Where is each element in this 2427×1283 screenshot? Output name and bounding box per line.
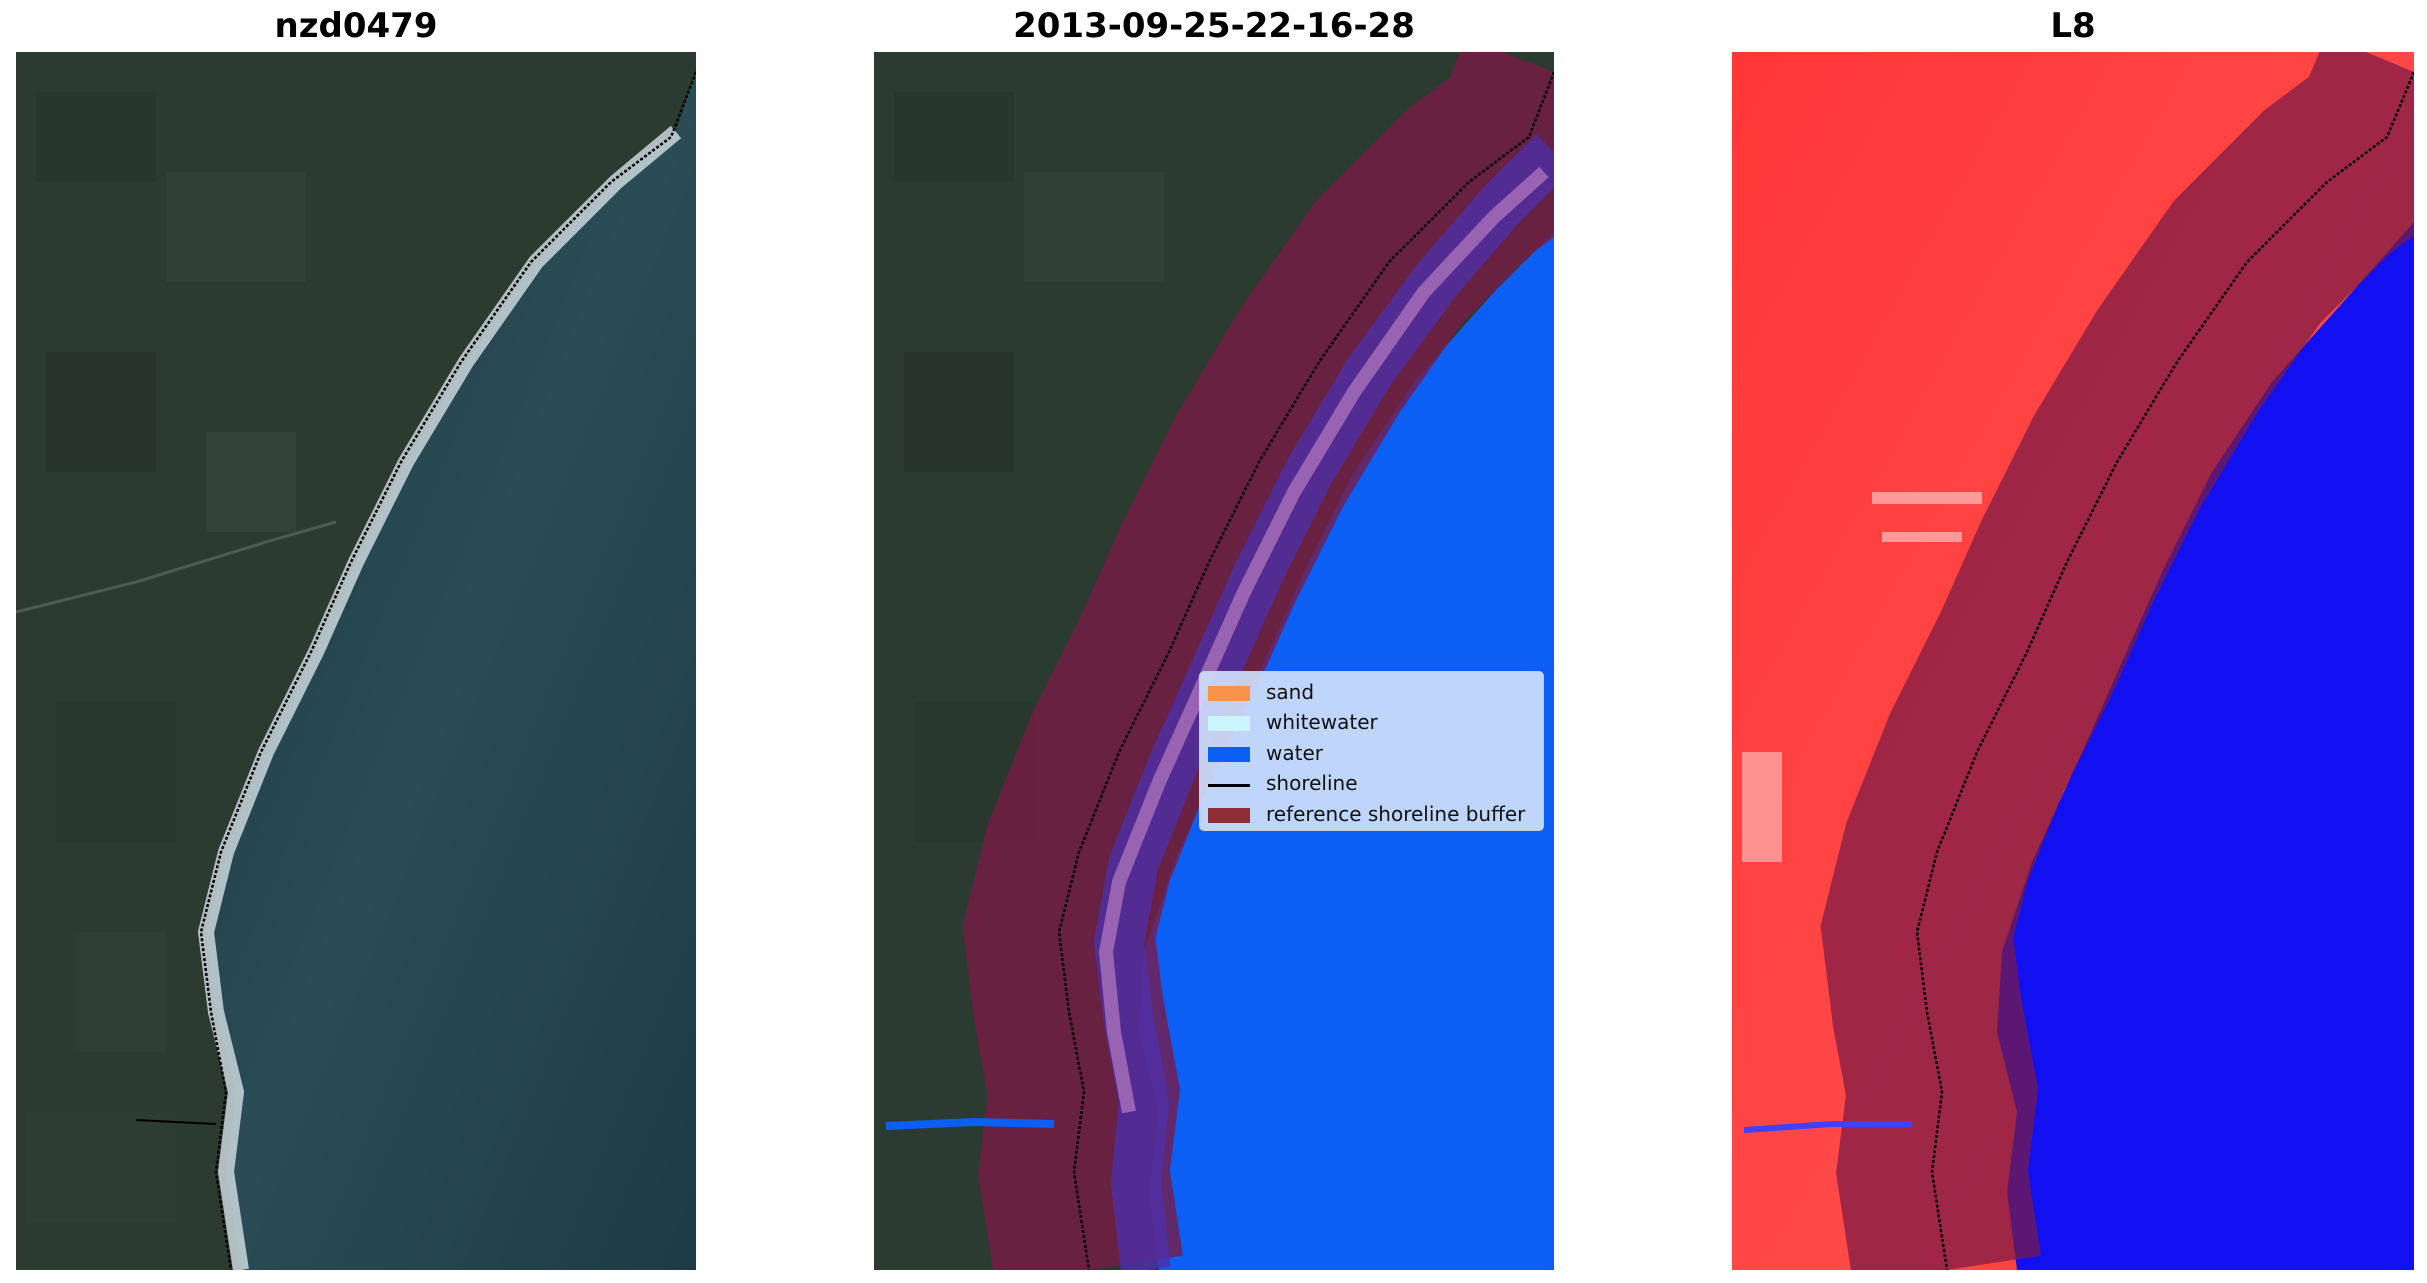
- legend-label: shoreline: [1266, 771, 1358, 796]
- road-line: [16, 520, 337, 614]
- whitewater-in-buffer: [1098, 166, 1549, 1114]
- river-water: [1743, 1121, 1912, 1133]
- panel-title-classification: 2013-09-25-22-16-28: [1013, 6, 1415, 46]
- field-patches: [26, 92, 306, 1222]
- legend-label: water: [1266, 740, 1323, 765]
- legend: sand whitewater water shoreline reference sh…: [1199, 671, 1544, 831]
- legend-label: reference shoreline buffer: [1266, 801, 1526, 826]
- classification-panel: [874, 52, 1554, 1270]
- shoreline: [1915, 71, 2414, 1270]
- legend-item-sand: sand: [1200, 678, 1543, 708]
- rgb-image-panel: [16, 52, 696, 1270]
- panel-title-ndwi: L8: [2050, 6, 2096, 46]
- index-image: [1732, 52, 2414, 1270]
- rgb-satellite-image: [16, 52, 696, 1270]
- legend-color-swatch: [1208, 746, 1250, 762]
- panel-title-rgb: nzd0479: [274, 6, 438, 46]
- legend-color-swatch: [1208, 686, 1250, 701]
- classification-image: [874, 52, 1554, 1270]
- legend-item-reference-shoreline-buffer: reference shoreline buffer: [1200, 800, 1543, 830]
- river-channel: [135, 1119, 217, 1125]
- legend-item-water: water: [1200, 739, 1543, 769]
- field-patches: [894, 92, 1164, 842]
- legend-color-swatch: [1208, 807, 1250, 823]
- river-water: [885, 1117, 1055, 1130]
- shoreline: [1057, 71, 1554, 1270]
- legend-line-swatch: [1208, 784, 1250, 788]
- legend-item-shoreline: shoreline: [1200, 769, 1543, 799]
- sea-area: [206, 72, 696, 1270]
- bright-patches: [1742, 492, 1982, 862]
- legend-label: sand: [1266, 680, 1315, 704]
- shoreline: [199, 71, 696, 1270]
- ndwi-panel: [1732, 52, 2414, 1270]
- legend-label: whitewater: [1266, 710, 1378, 735]
- water-index-area: [1997, 222, 2414, 1270]
- legend-color-swatch: [1208, 716, 1250, 732]
- legend-item-whitewater: whitewater: [1200, 708, 1543, 738]
- surf-zone: [197, 125, 682, 1270]
